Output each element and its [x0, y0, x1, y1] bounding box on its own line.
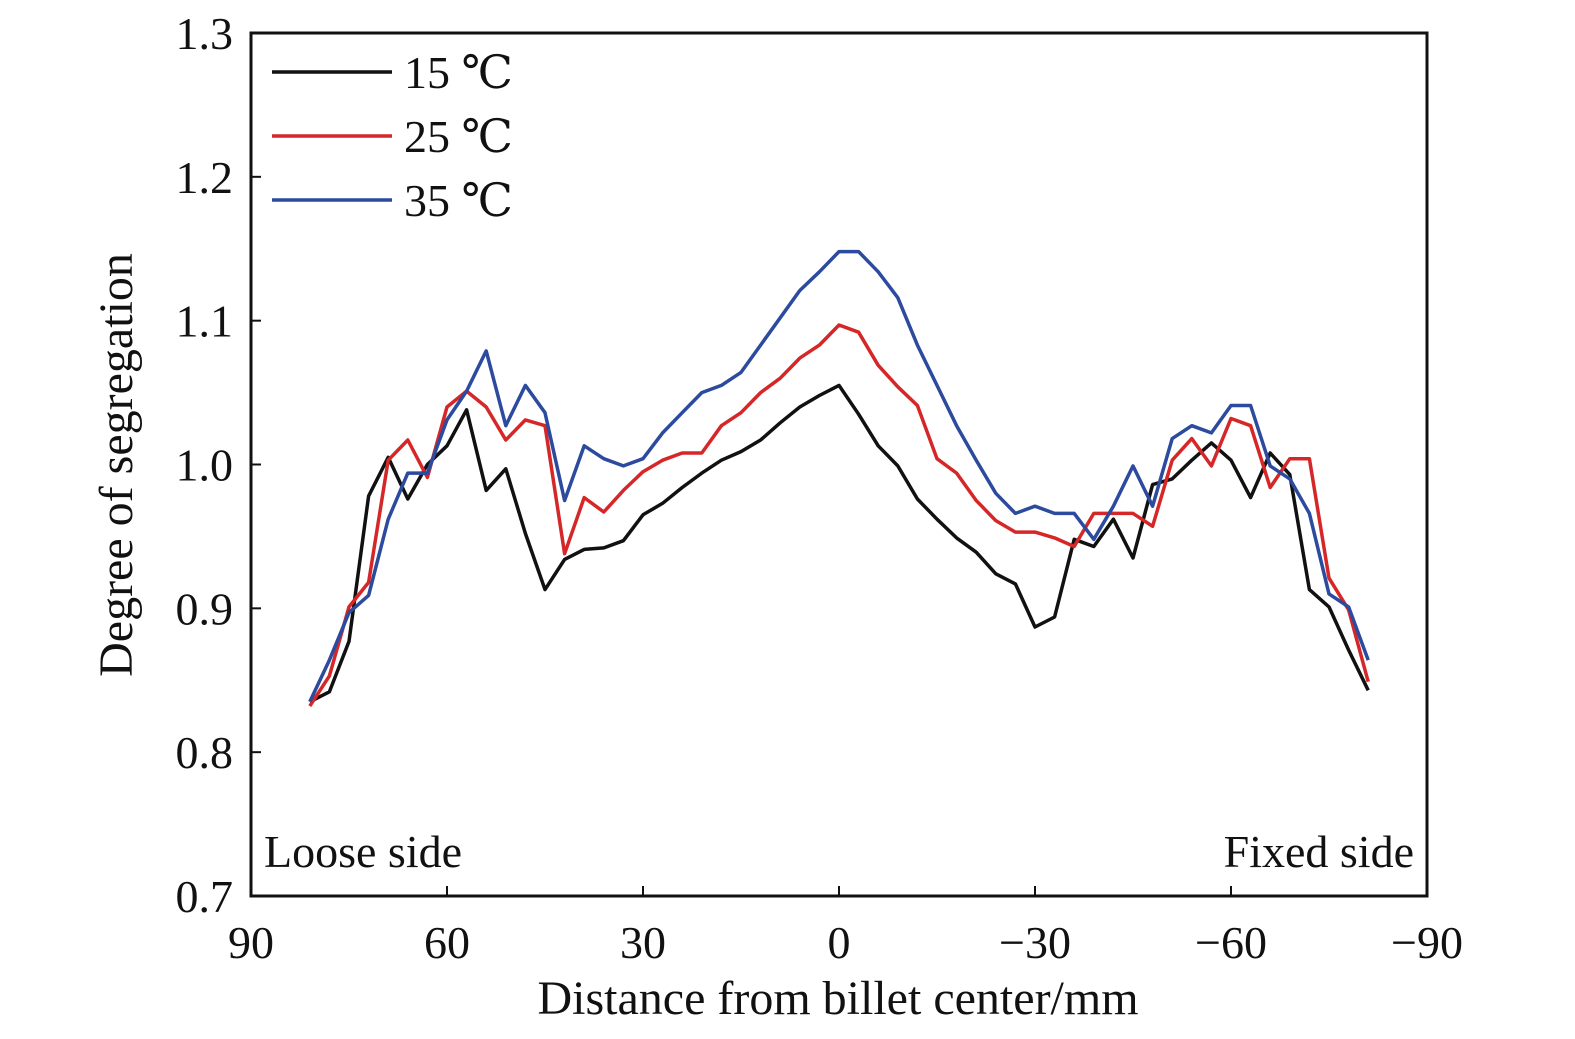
legend: 15 ℃ 25 ℃ 35 ℃ — [272, 47, 513, 226]
legend-label: 35 ℃ — [404, 175, 513, 226]
x-tick-label: −30 — [999, 917, 1071, 968]
y-tick-label: 1.2 — [176, 152, 234, 203]
x-tick-label: −90 — [1391, 917, 1463, 968]
series-lines — [308, 249, 1370, 708]
loose-side-label: Loose side — [264, 826, 462, 877]
y-tick-label: 1.1 — [176, 296, 234, 347]
y-tick-label: 1.3 — [176, 8, 234, 59]
series-line — [308, 323, 1370, 708]
x-tick-label: 90 — [228, 917, 274, 968]
series-line — [309, 383, 1370, 704]
fixed-side-label: Fixed side — [1224, 826, 1414, 877]
x-tick-label: 60 — [424, 917, 470, 968]
x-tick-label: 30 — [620, 917, 666, 968]
x-axis: 90 60 30 0 −30 −60 −90 — [228, 886, 1463, 968]
series-line — [308, 249, 1370, 703]
y-axis: 0.7 0.8 0.9 1.0 1.1 1.2 1.3 — [176, 8, 261, 922]
legend-label: 15 ℃ — [404, 47, 513, 98]
x-tick-label: −60 — [1195, 917, 1267, 968]
y-axis-title: Degree of segregation — [90, 253, 143, 677]
y-tick-label: 0.7 — [176, 871, 234, 922]
y-tick-label: 0.8 — [176, 727, 234, 778]
y-tick-label: 0.9 — [176, 583, 234, 634]
x-axis-title: Distance from billet center/mm — [537, 972, 1138, 1025]
x-tick-label: 0 — [828, 917, 851, 968]
y-tick-label: 1.0 — [176, 440, 234, 491]
legend-label: 25 ℃ — [404, 111, 513, 162]
